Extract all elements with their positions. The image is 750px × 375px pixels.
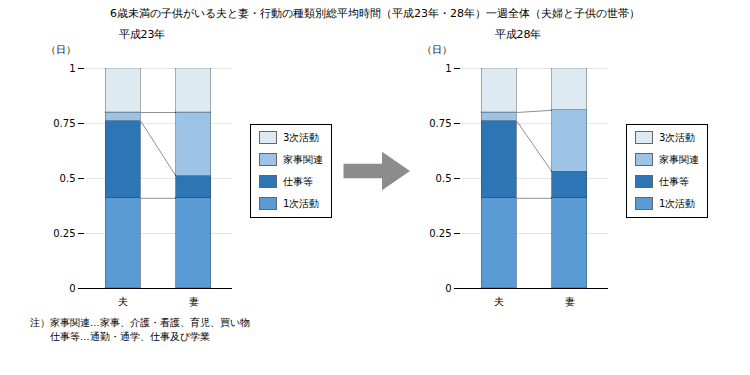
html-text:1次活動: 1次活動 [283, 197, 320, 209]
html-text:仕事等: 仕事等 [659, 175, 689, 187]
svg-text:0.5: 0.5 [436, 173, 452, 184]
html-text:家事関連: 家事関連 [283, 153, 323, 165]
svg-text:1: 1 [445, 63, 451, 74]
svg-text:0: 0 [69, 283, 75, 294]
html-text:仕事等…通勤・通学、仕事及び学業: 仕事等…通勤・通学、仕事及び学業 [30, 331, 210, 342]
html-text:平成28年: 平成28年 [494, 28, 542, 41]
html-text:1次活動: 1次活動 [659, 197, 696, 209]
svg-text:（日）: （日） [422, 44, 452, 55]
html-text:家事関連: 家事関連 [659, 153, 699, 165]
svg-text:0: 0 [445, 283, 451, 294]
svg-text:1: 1 [69, 63, 75, 74]
svg-text:（日）: （日） [46, 44, 76, 55]
svg-text:0.75: 0.75 [429, 118, 451, 129]
svg-text:0.75: 0.75 [53, 118, 75, 129]
svg-text:0.5: 0.5 [60, 173, 76, 184]
svg-text:妻: 妻 [189, 296, 199, 307]
svg-text:夫: 夫 [494, 296, 504, 307]
svg-text:夫: 夫 [118, 296, 128, 307]
svg-text:妻: 妻 [565, 296, 575, 307]
html-text:6歳未満の子供がいる夫と妻・行動の種類別総平均時間（平成23: 6歳未満の子供がいる夫と妻・行動の種類別総平均時間（平成23年・28年）一週全体… [110, 7, 640, 20]
html-text:3次活動: 3次活動 [283, 131, 320, 143]
html-text:仕事等: 仕事等 [283, 175, 313, 187]
html-text:注）家事関連…家事、介護・看護、育児、買い物: 注）家事関連…家事、介護・看護、育児、買い物 [30, 317, 250, 328]
svg-text:0.25: 0.25 [429, 228, 451, 239]
svg-text:0.25: 0.25 [53, 228, 75, 239]
html-text:平成23年: 平成23年 [118, 28, 166, 41]
html-text:3次活動: 3次活動 [659, 131, 696, 143]
